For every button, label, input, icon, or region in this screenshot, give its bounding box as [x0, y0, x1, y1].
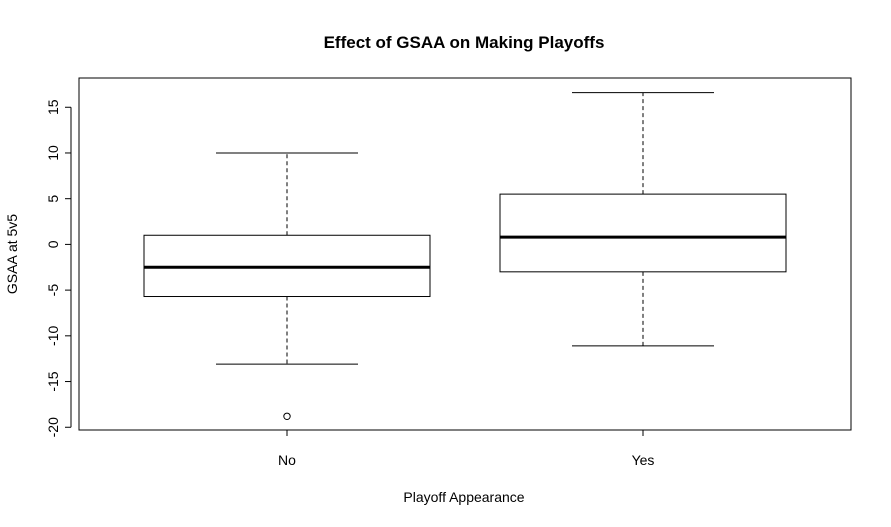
outlier-point — [283, 412, 291, 420]
y-tick-label: -5 — [45, 284, 61, 297]
boxes — [143, 92, 787, 420]
box-no — [143, 152, 431, 420]
y-tick-label: -10 — [45, 325, 61, 345]
y-axis: -20 -15 -10 -5 0 5 10 15 — [45, 99, 72, 437]
x-tick-label: No — [278, 452, 296, 468]
y-tick-label: 0 — [45, 240, 61, 248]
chart-title: Effect of GSAA on Making Playoffs — [324, 33, 605, 52]
y-tick-label: 15 — [45, 99, 61, 115]
y-tick-label: 5 — [45, 195, 61, 203]
iqr-box — [499, 193, 787, 273]
x-axis: No Yes — [278, 430, 654, 468]
y-tick-label: -15 — [45, 371, 61, 391]
x-axis-label: Playoff Appearance — [403, 489, 524, 505]
plot-frame — [78, 77, 852, 431]
y-tick-label: -20 — [45, 417, 61, 437]
y-tick-label: 10 — [45, 145, 61, 161]
y-axis-label: GSAA at 5v5 — [4, 214, 20, 294]
x-tick-label: Yes — [632, 452, 655, 468]
box-yes — [499, 92, 787, 347]
